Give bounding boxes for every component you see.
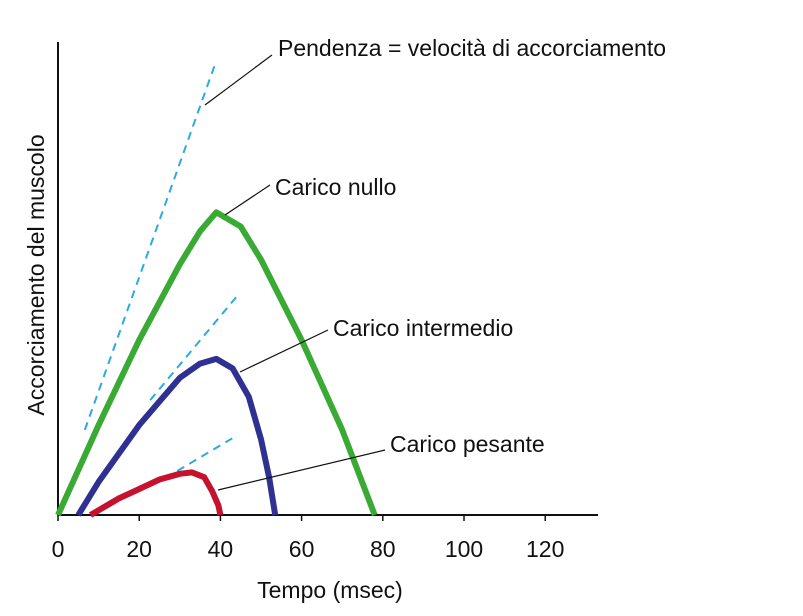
series-label: Carico nullo — [275, 174, 396, 200]
x-tick-label: 40 — [208, 536, 234, 562]
series-label: Carico intermedio — [333, 315, 513, 341]
x-tick-label: 80 — [370, 536, 396, 562]
y-axis-label: Accorciamento del muscolo — [23, 134, 49, 415]
x-tick-label: 20 — [126, 536, 152, 562]
leader-line — [224, 184, 271, 216]
line — [75, 355, 279, 517]
tangent-line — [149, 292, 241, 401]
line — [55, 209, 378, 517]
x-axis-label: Tempo (msec) — [257, 577, 403, 603]
line — [88, 469, 224, 518]
leader-line — [239, 329, 329, 373]
tangent-line — [83, 61, 217, 431]
x-tick-label: 100 — [445, 536, 483, 562]
annotation: Pendenza = velocità di accorciamento — [278, 35, 666, 61]
leader-line — [204, 54, 273, 106]
x-tick-label: 0 — [52, 536, 65, 562]
series-label: Carico pesante — [390, 431, 545, 457]
leader-line — [217, 449, 386, 491]
x-tick-label: 60 — [289, 536, 315, 562]
x-tick-label: 120 — [526, 536, 564, 562]
